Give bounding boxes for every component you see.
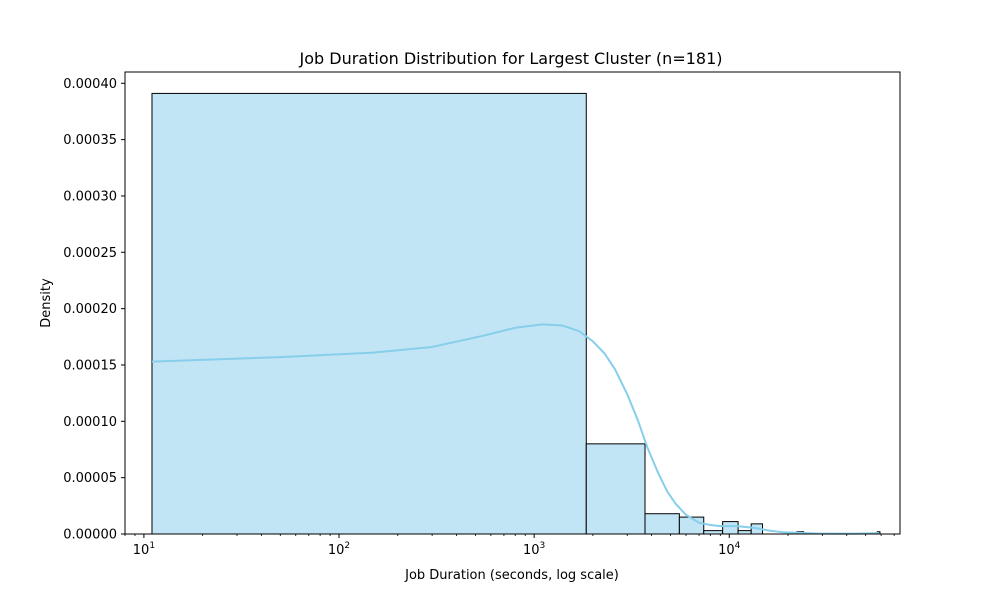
y-axis-ticks: 0.00000 0.00005 0.00010 0.00015 0.00020 0.000… [63, 77, 125, 543]
histogram-bar-1 [585, 443, 646, 535]
kde-curve-group [151, 323, 879, 535]
x-tick-label-3: 104 [718, 541, 741, 558]
histogram-bar-3 [678, 516, 705, 535]
x-axis-ticks: 101 102 103 104 [124, 534, 895, 558]
chart-title: Job Duration Distribution for Largest Cl… [299, 49, 723, 68]
histogram-bar-4 [703, 530, 724, 535]
y-tick-label-5: 0.00025 [63, 246, 117, 261]
y-tick-label-3: 0.00015 [63, 358, 117, 373]
histogram-bar-6 [737, 530, 752, 535]
y-axis-label: Density [39, 278, 54, 328]
histogram-bar-2 [644, 513, 680, 535]
y-tick-label-2: 0.00010 [63, 415, 117, 430]
kde-curve [151, 323, 879, 535]
x-tick-label-1: 102 [328, 541, 350, 558]
y-tick-label-0: 0.00000 [63, 528, 117, 543]
y-tick-label-4: 0.00020 [63, 302, 117, 317]
histogram-bar-5 [722, 521, 739, 535]
histogram-bars [151, 92, 881, 535]
y-tick-label-1: 0.00005 [63, 471, 117, 486]
y-tick-label-8: 0.00040 [63, 77, 117, 92]
x-tick-label-0: 101 [133, 541, 155, 558]
plot-frame [124, 71, 901, 535]
x-axis-label: Job Duration (seconds, log scale) [404, 568, 619, 583]
histogram-bar-0 [151, 92, 587, 535]
y-tick-label-6: 0.00030 [63, 189, 117, 204]
x-tick-label-2: 103 [523, 541, 545, 558]
y-tick-label-7: 0.00035 [63, 133, 117, 148]
